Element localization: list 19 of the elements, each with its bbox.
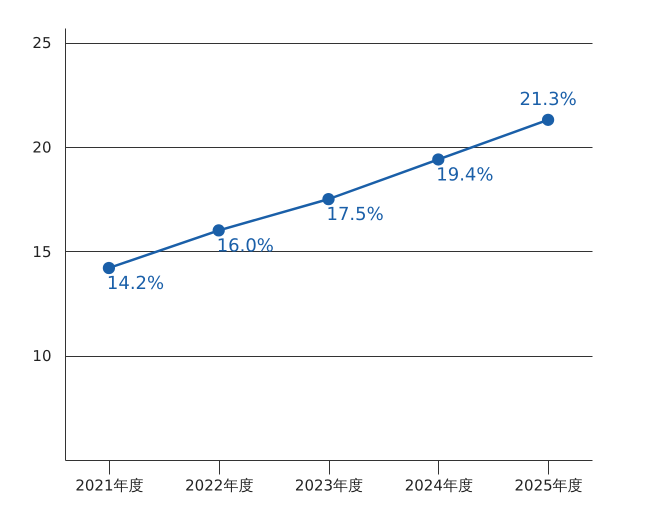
y-tick-label: 25 [32,34,52,52]
data-label: 21.3% [519,88,577,110]
y-tick-label: 10 [32,347,52,366]
x-tick-label: 2022年度 [185,476,254,494]
data-label: 16.0% [216,235,274,256]
y-tick-label: 15 [32,242,52,261]
data-label: 19.4% [436,164,494,186]
x-tick-label: 2021年度 [75,476,144,494]
y-tick-label: 20 [32,138,52,156]
point [102,262,116,274]
x-tick-label: 2025年度 [514,476,583,494]
point [542,114,554,126]
point [212,224,225,237]
data-label: 17.5% [326,204,384,226]
x-tick-label: 2023年度 [294,476,364,494]
data-label: 14.2% [106,273,164,294]
x-tick-label: 2024年度 [404,476,473,494]
point [322,193,335,206]
point [432,153,444,166]
